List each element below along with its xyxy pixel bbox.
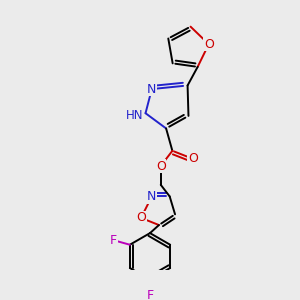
Text: O: O [136,212,146,224]
Text: O: O [204,38,214,51]
Text: F: F [110,234,117,247]
Text: O: O [188,152,198,165]
Text: N: N [147,82,157,96]
Text: N: N [147,190,157,203]
Text: O: O [156,160,166,172]
Text: F: F [146,289,154,300]
Text: HN: HN [126,109,144,122]
